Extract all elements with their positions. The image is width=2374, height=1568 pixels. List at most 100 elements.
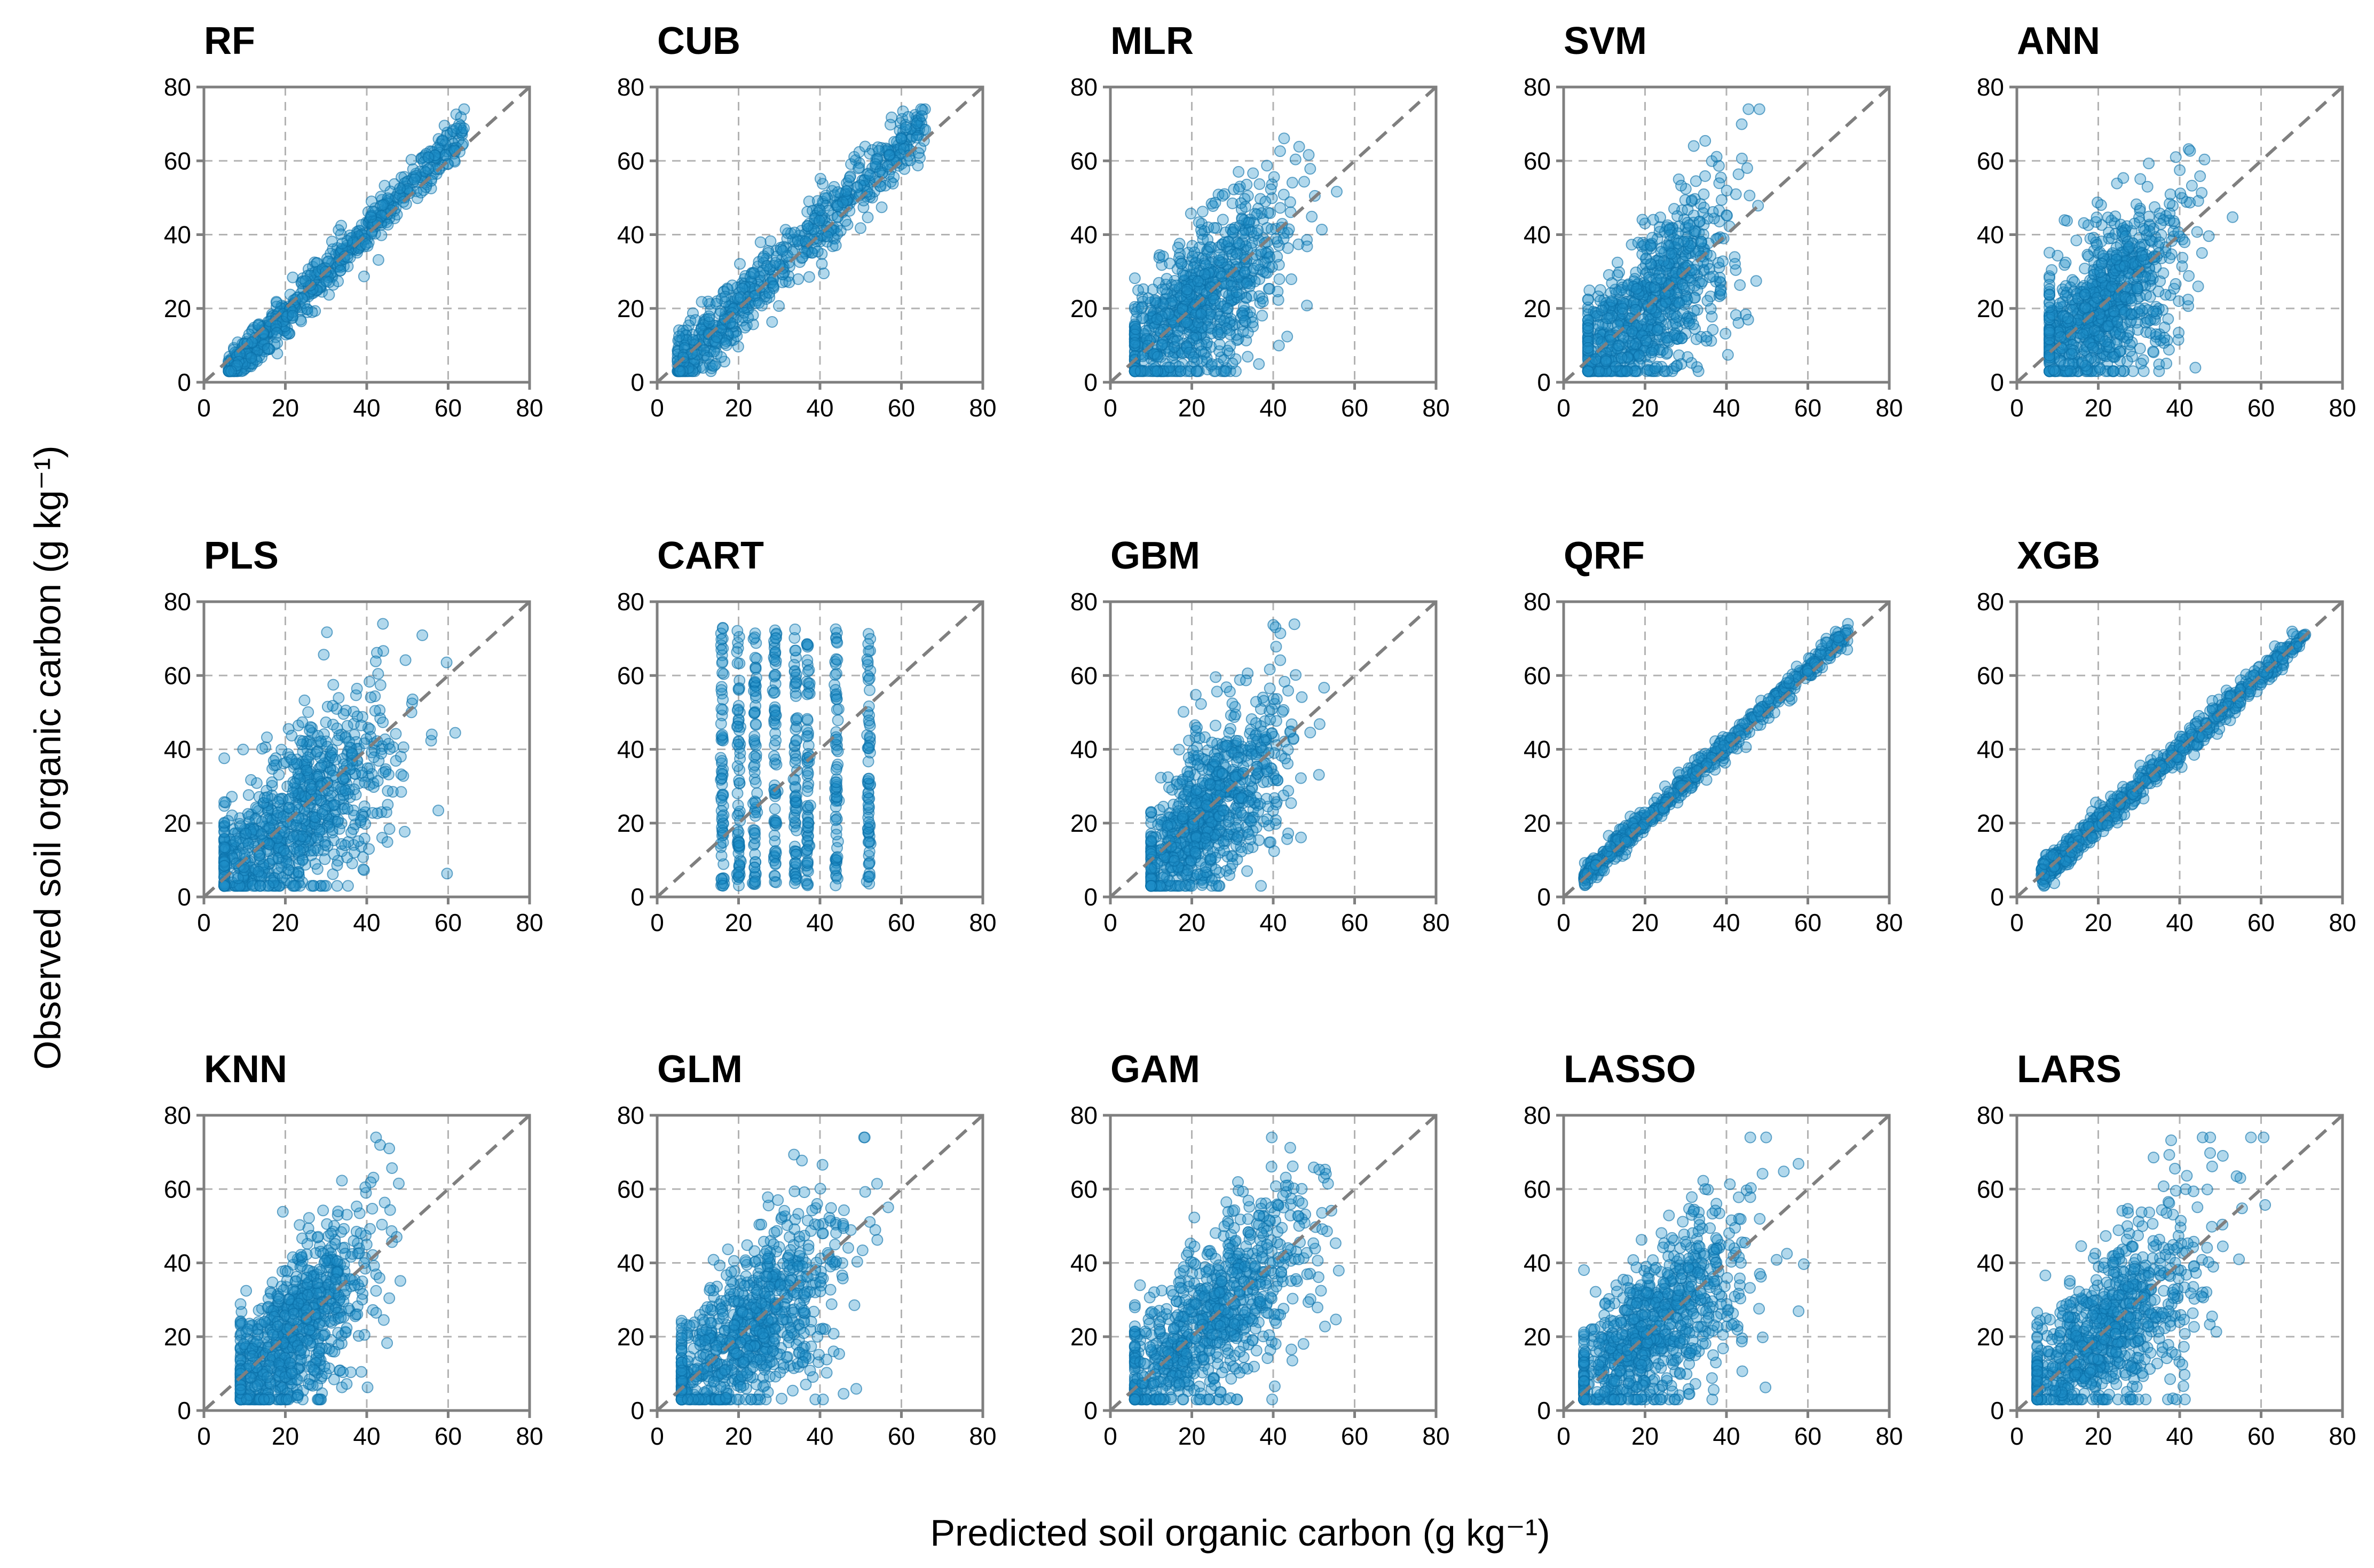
data-point [1596, 304, 1608, 317]
data-point [1304, 163, 1316, 175]
data-point [1630, 283, 1643, 295]
data-point [2044, 272, 2055, 284]
data-point [1274, 145, 1286, 157]
data-point [830, 239, 842, 251]
data-point [834, 225, 847, 237]
data-point [368, 751, 380, 763]
data-point [382, 785, 394, 797]
data-point [1217, 190, 1229, 202]
data-point [320, 880, 332, 892]
data-point [275, 744, 288, 756]
data-point [806, 247, 818, 259]
data-point [1222, 235, 1234, 248]
data-point [1156, 338, 1169, 351]
data-point [1207, 293, 1219, 305]
data-point [816, 258, 828, 270]
data-point [301, 765, 313, 777]
data-point [2141, 180, 2154, 193]
data-point [2170, 151, 2182, 163]
data-point [441, 868, 453, 880]
y-tick-label: 20 [617, 295, 644, 322]
data-point [2164, 252, 2176, 264]
x-tick-label: 20 [1178, 394, 1205, 422]
points-cart [715, 621, 877, 892]
data-point [1286, 177, 1298, 189]
data-point [1216, 270, 1228, 282]
panel-title: MLR [1110, 20, 1194, 62]
data-point [2179, 236, 2191, 248]
data-point [2088, 325, 2101, 336]
data-point [242, 789, 255, 801]
data-point [674, 365, 686, 377]
data-point [2102, 211, 2114, 224]
data-point [218, 860, 231, 872]
x-tick-label: 80 [969, 394, 996, 422]
data-point [1732, 168, 1745, 180]
data-point [339, 839, 351, 852]
data-point [773, 300, 785, 312]
data-point [696, 296, 708, 308]
data-point [286, 729, 298, 742]
data-point [1273, 340, 1285, 352]
data-point [218, 796, 231, 808]
data-point [1742, 103, 1755, 115]
data-point [726, 279, 738, 291]
data-point [1171, 335, 1184, 347]
data-point [1265, 183, 1277, 195]
data-point [1583, 284, 1596, 296]
data-point [326, 235, 338, 248]
data-point [305, 783, 318, 795]
data-point [359, 776, 371, 789]
data-point [1301, 300, 1313, 312]
data-point [1722, 349, 1734, 361]
x-tick-label: 80 [1422, 394, 1449, 422]
x-tick-label: 60 [2247, 394, 2275, 422]
data-point [432, 805, 445, 817]
x-tick-label: 80 [2329, 394, 2356, 422]
data-point [1672, 237, 1684, 249]
data-point [2094, 363, 2107, 375]
data-point [1242, 351, 1254, 363]
data-point [821, 230, 833, 242]
data-point [702, 352, 714, 364]
data-point [1616, 303, 1629, 315]
data-point [1690, 333, 1702, 345]
x-tick-label: 20 [2085, 394, 2112, 422]
data-point [1241, 277, 1253, 289]
data-point [1172, 241, 1184, 254]
data-point [322, 255, 335, 267]
data-point [753, 297, 765, 309]
data-point [2184, 145, 2196, 157]
y-tick-label: 20 [164, 809, 191, 837]
y-tick-label: 80 [1070, 73, 1098, 101]
data-point [2111, 316, 2124, 328]
data-point [449, 727, 461, 739]
data-point [1177, 269, 1189, 281]
data-point [372, 668, 384, 680]
data-point [2155, 218, 2167, 230]
data-point [2083, 250, 2095, 262]
data-point [415, 186, 427, 199]
data-point [910, 131, 922, 144]
x-tick-label: 40 [353, 909, 380, 936]
data-point [1683, 219, 1695, 231]
data-point [372, 775, 384, 787]
data-point [342, 880, 354, 892]
data-point [1137, 312, 1149, 324]
data-point [1606, 295, 1618, 307]
data-point [2066, 348, 2078, 360]
data-point [1129, 272, 1141, 285]
data-point [1732, 317, 1745, 329]
data-point [2138, 223, 2150, 235]
x-tick-label: 0 [2010, 394, 2024, 422]
data-point [1151, 313, 1163, 325]
data-point [732, 341, 744, 353]
data-point [2079, 359, 2092, 372]
x-tick-label: 40 [806, 394, 833, 422]
x-tick-label: 20 [725, 394, 752, 422]
data-point [1742, 313, 1754, 326]
points-rf [223, 103, 470, 377]
data-point [1192, 275, 1204, 287]
